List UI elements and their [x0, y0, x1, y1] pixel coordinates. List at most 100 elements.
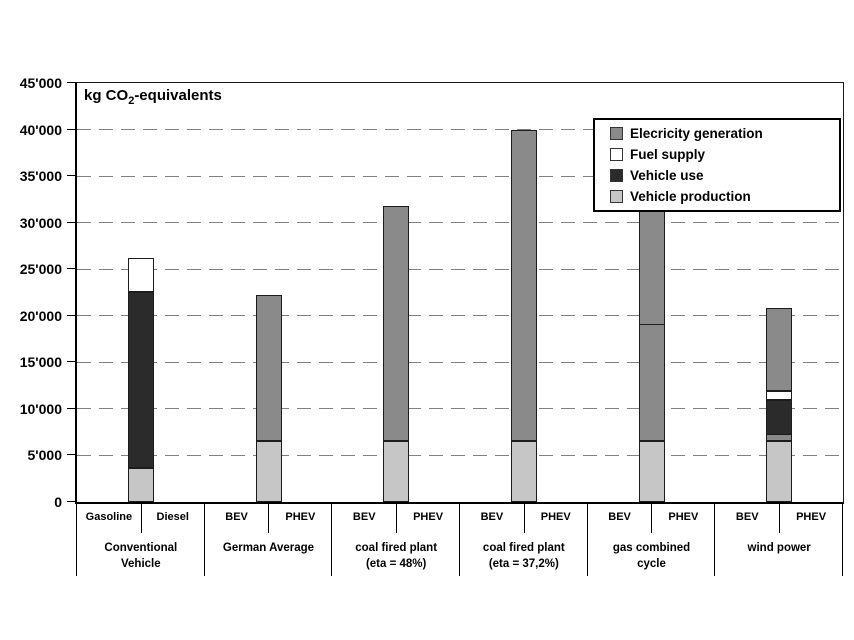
bar-segment-production	[638, 440, 665, 502]
x-tick-label: Diesel	[156, 511, 189, 523]
x-axis-group: BEV PHEV coal fired plant (eta = 37,2%)	[460, 503, 588, 588]
y-axis-tick	[67, 454, 75, 456]
bar-segment-production	[510, 440, 537, 502]
x-tick-label: BEV	[480, 511, 504, 523]
gridline	[77, 175, 843, 177]
gridline	[77, 268, 843, 270]
x-axis-group-label: wind power	[715, 540, 843, 556]
bar-segment-fuel	[127, 258, 154, 292]
y-tick-label: 15'000	[19, 354, 62, 371]
x-tick-label: PHEV	[668, 511, 699, 523]
x-axis-group-label-line: coal fired plant	[482, 542, 565, 554]
y-axis-tick	[67, 361, 75, 363]
x-axis-area: Gasoline Diesel Conventional Vehicle BEV PHEV…	[75, 503, 847, 588]
x-axis-group-label: gas combined cycle	[588, 540, 716, 572]
x-axis-minor-tick	[651, 503, 653, 533]
x-axis-minor-tick	[140, 503, 142, 533]
bar-segment-electricity	[766, 434, 793, 441]
plot-area: kg CO2-equivalents Elecricity generation…	[75, 82, 844, 504]
x-axis-group-label-line: gas combined	[612, 542, 691, 554]
bar-segment-production	[255, 440, 282, 502]
bar-segment-use	[127, 291, 154, 468]
x-axis-group-separator	[203, 503, 205, 576]
y-axis-tick	[67, 407, 75, 409]
x-axis-group-label-line: Vehicle	[121, 558, 161, 570]
chart-title-suffix: -equivalents	[134, 87, 222, 104]
bar-segment-electricity	[510, 129, 537, 441]
y-tick-label: 20'000	[19, 307, 62, 324]
x-tick-label: PHEV	[540, 511, 571, 523]
y-axis-tick	[67, 268, 75, 270]
y-axis: 0 5'000 10'000 15'000 20'000 25'000 30'000 35'0…	[0, 76, 75, 509]
x-axis-group-separator	[76, 503, 77, 576]
x-axis-group: BEV PHEV gas combined cycle	[588, 503, 716, 588]
x-tick-label: BEV	[352, 511, 376, 523]
y-axis-tick	[67, 128, 75, 130]
x-axis-minor-tick	[779, 503, 781, 533]
x-axis-group-label-line: coal fired plant	[355, 542, 438, 554]
x-axis-group-label-line: (eta = 48%)	[365, 558, 427, 570]
legend-swatch-production	[610, 190, 623, 203]
legend-item: Vehicle production	[610, 189, 839, 204]
y-tick-label: 5'000	[27, 447, 62, 464]
legend-item: Vehicle use	[610, 168, 839, 183]
x-axis-group-separator	[714, 503, 716, 576]
chart-title-subscript: 2	[128, 95, 135, 107]
x-axis-group-label: coal fired plant (eta = 37,2%)	[460, 540, 588, 572]
x-axis-minor-tick	[523, 503, 525, 533]
y-axis-tick	[67, 501, 75, 502]
legend-label: Elecricity generation	[630, 126, 763, 141]
chart-title-prefix: kg CO	[84, 87, 129, 104]
x-axis-group-label: Conventional Vehicle	[77, 540, 205, 572]
gridline	[77, 129, 843, 131]
bar-segment-fuel	[766, 391, 793, 400]
x-tick-label: PHEV	[796, 511, 827, 523]
x-axis-group: Gasoline Diesel Conventional Vehicle	[77, 503, 205, 588]
x-axis-group-label: coal fired plant (eta = 48%)	[332, 540, 460, 572]
gridline	[77, 408, 843, 410]
y-tick-label: 40'000	[19, 121, 62, 138]
y-tick-label: 35'000	[19, 168, 62, 185]
x-axis-minor-tick	[396, 503, 398, 533]
legend-label: Vehicle production	[630, 189, 751, 204]
bar-segment-electricity	[766, 308, 793, 392]
legend-item: Elecricity generation	[610, 126, 839, 141]
x-tick-label: PHEV	[285, 511, 316, 523]
legend-item: Fuel supply	[610, 147, 839, 162]
bar-segment-production	[383, 440, 410, 502]
y-tick-label: 25'000	[19, 261, 62, 278]
y-axis-tick	[67, 175, 75, 177]
x-axis-group-separator	[586, 503, 588, 576]
gridline	[77, 361, 843, 363]
x-tick-label: PHEV	[413, 511, 444, 523]
y-axis-tick	[67, 314, 75, 316]
legend-label: Fuel supply	[630, 147, 706, 162]
x-axis-group-separator	[842, 503, 843, 576]
gridline	[77, 222, 843, 224]
x-axis-minor-tick	[268, 503, 270, 533]
x-tick-label: Gasoline	[85, 511, 133, 523]
x-axis-group: BEV PHEV coal fired plant (eta = 48%)	[332, 503, 460, 588]
x-tick-label: BEV	[735, 511, 759, 523]
x-axis-group-separator	[459, 503, 460, 576]
y-tick-label: 0	[54, 494, 62, 510]
legend: Elecricity generation Fuel supply Vehicle …	[593, 118, 841, 212]
x-axis-group: BEV PHEV German Average	[205, 503, 333, 588]
legend-swatch-fuel	[610, 148, 623, 161]
x-axis-group-label-line: cycle	[637, 558, 666, 570]
gridline	[77, 315, 843, 317]
y-tick-label: 10'000	[19, 400, 62, 417]
x-axis-group-label-line: Conventional	[104, 542, 178, 554]
chart-title: kg CO2-equivalents	[84, 87, 222, 107]
bar-segment-electricity	[638, 324, 665, 441]
bar-segment-production	[127, 467, 154, 502]
x-axis-group-label-line: wind power	[747, 542, 811, 554]
bar-segment-electricity	[383, 205, 410, 441]
x-axis-group-label: German Average	[205, 540, 333, 556]
x-tick-label: BEV	[608, 511, 631, 523]
x-axis-group-label-line: German Average	[222, 542, 315, 554]
y-tick-label: 30'000	[19, 214, 62, 231]
y-axis-tick	[67, 82, 75, 83]
x-axis-group: BEV PHEV wind power	[715, 503, 843, 588]
